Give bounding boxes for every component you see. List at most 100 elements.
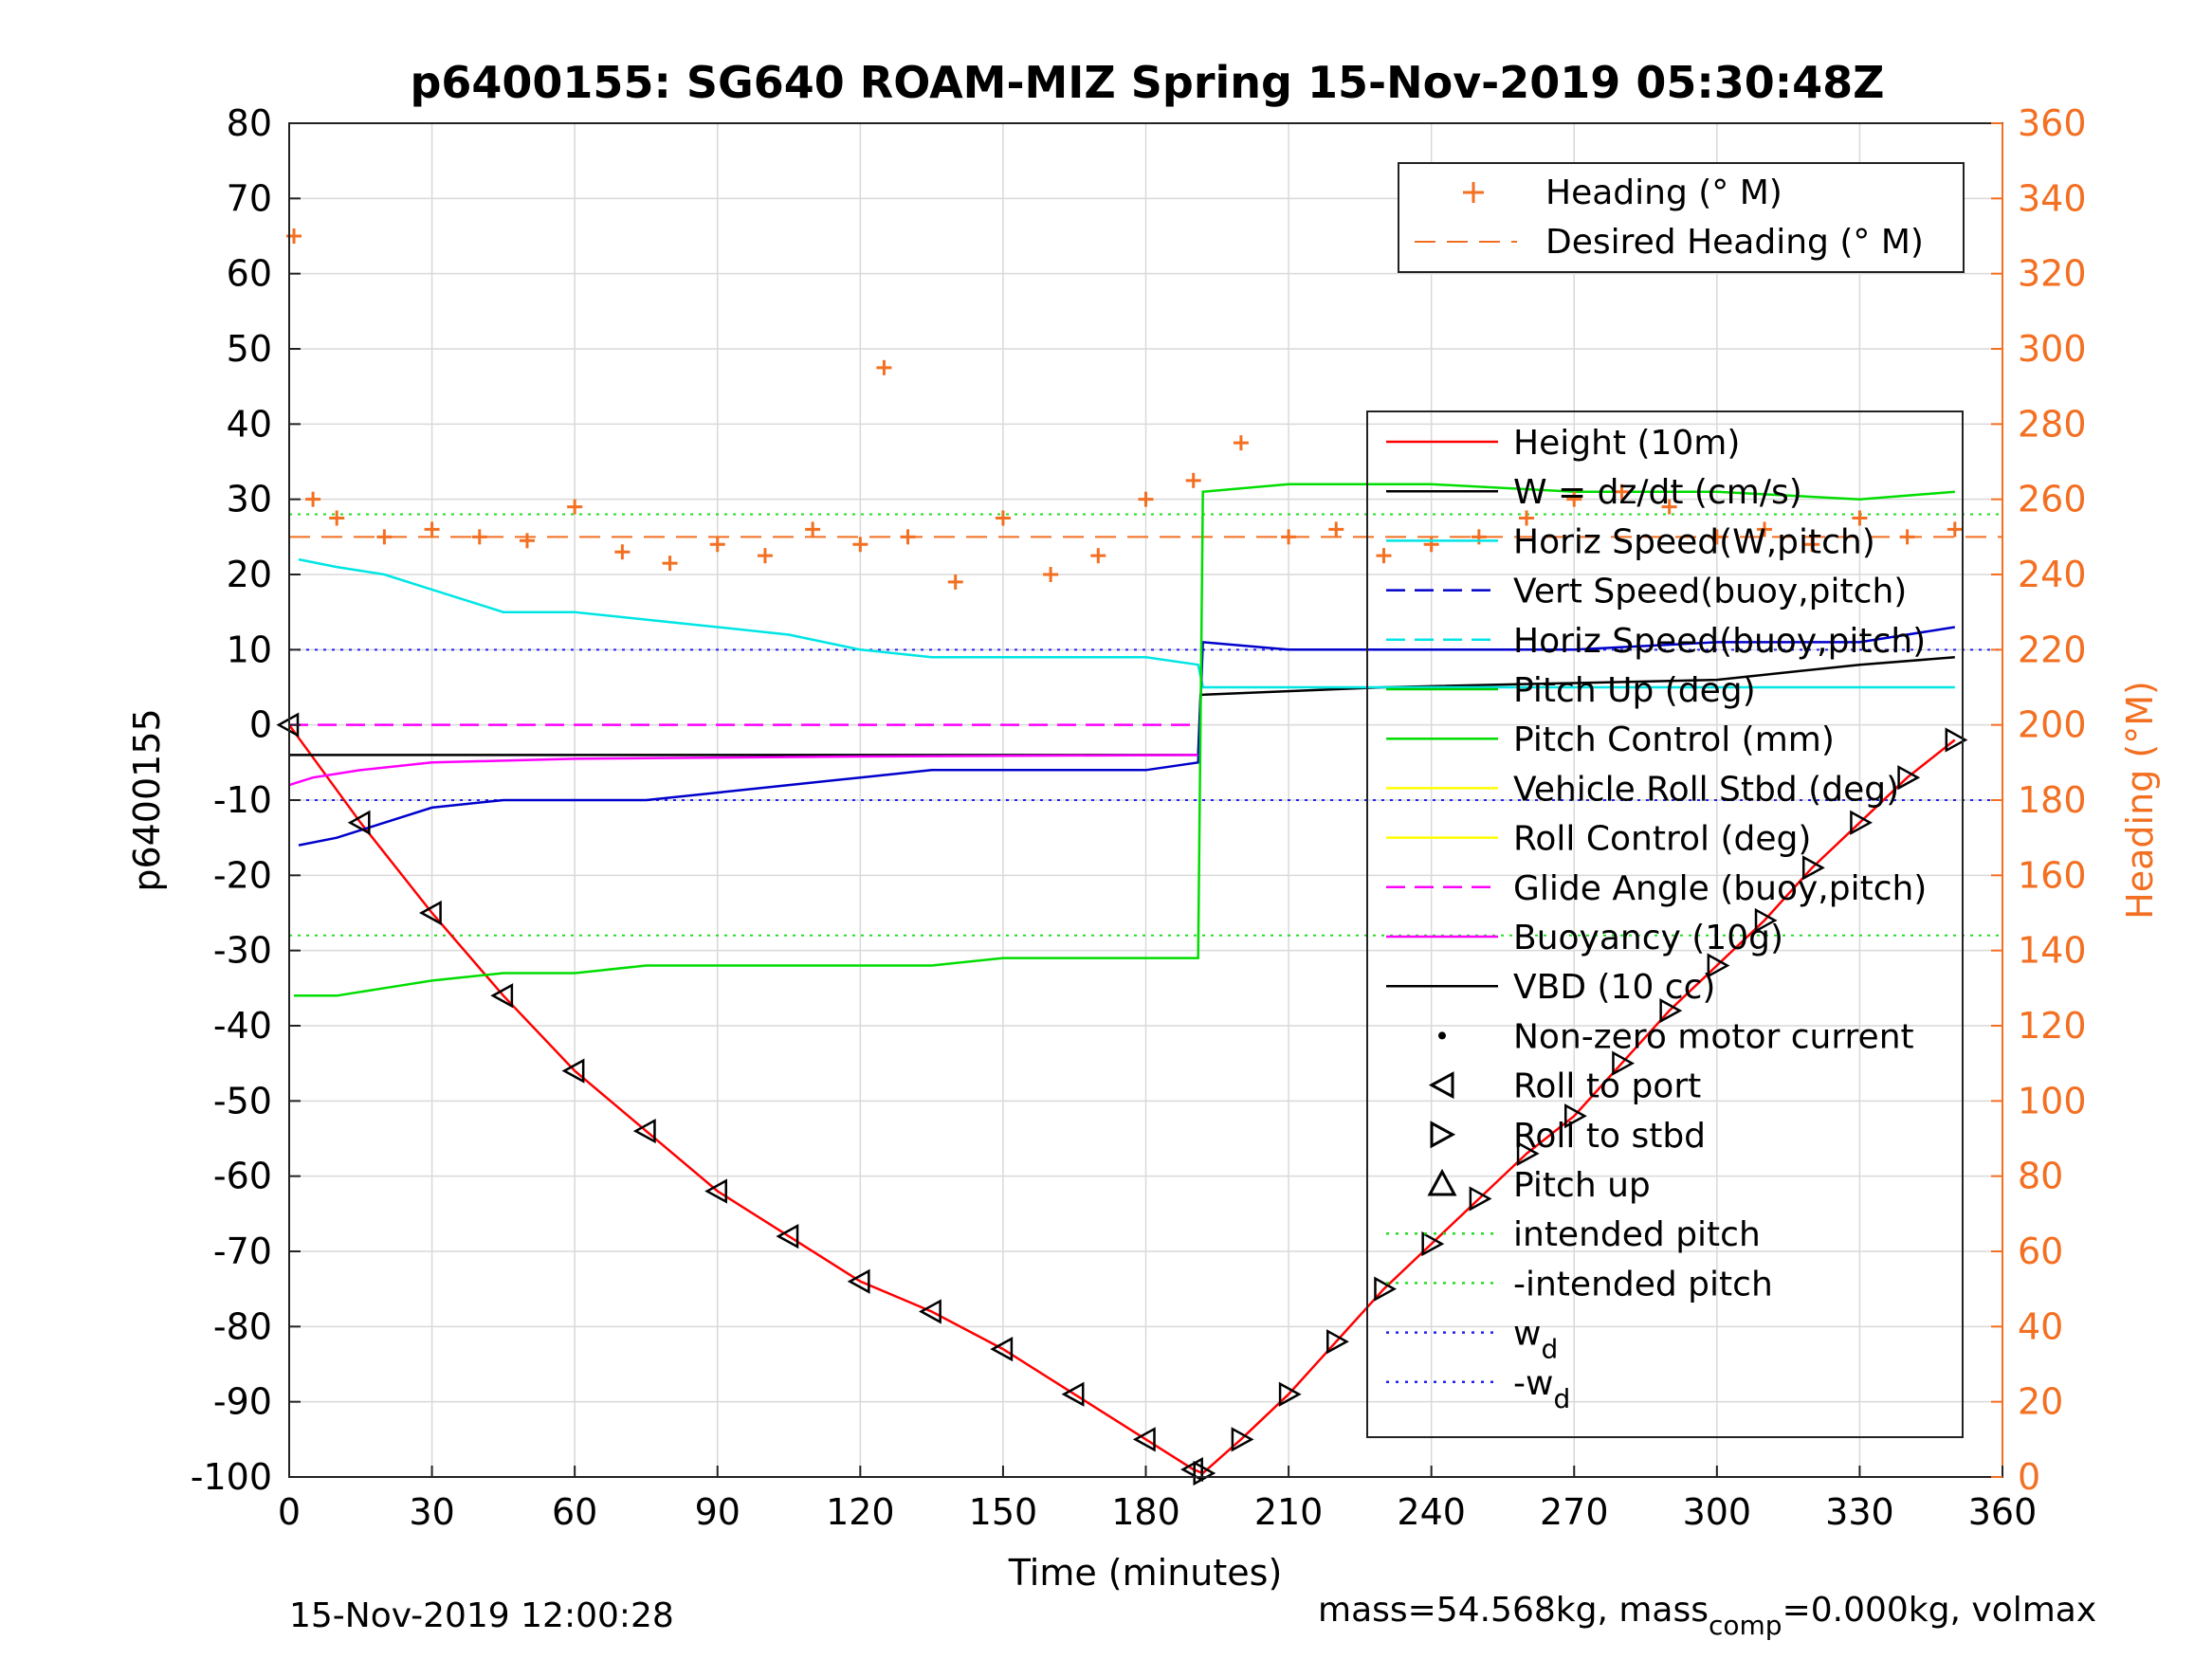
y2-tick-label: 0 [2018, 1456, 2040, 1498]
legend-main-label: Vert Speed(buoy,pitch) [1513, 573, 1907, 611]
legend-main-label: Glide Angle (buoy,pitch) [1513, 869, 1927, 908]
x-tick-label: 0 [278, 1491, 301, 1533]
legend-top-heading-swatch [1463, 182, 1484, 203]
legend-main-label: Horiz Speed(W,pitch) [1513, 522, 1875, 561]
legend-subscript: d [1553, 1383, 1570, 1414]
legend-main-label: -intended pitch [1513, 1265, 1773, 1304]
height-marker [1897, 765, 1921, 791]
y2-tick-label: 160 [2018, 854, 2087, 896]
heading-point [1471, 529, 1487, 545]
legend-swatch-pitchup [1427, 1168, 1457, 1196]
legend-main-label: Pitch Up (deg) [1513, 671, 1756, 710]
y2-tick-label: 220 [2018, 629, 2087, 670]
height-marker [847, 1268, 870, 1294]
legend-main-label: Pitch up [1513, 1166, 1651, 1205]
ticks-layer: 0 30 60 90 120 150 180 210 240 270 300 330 360807060… [191, 102, 2087, 1533]
legend-swatch-stbd [1430, 1121, 1456, 1149]
heading-point [567, 499, 583, 515]
height-marker [1659, 998, 1683, 1024]
legend-main-label: Buoyancy (10g) [1513, 919, 1783, 957]
footer-mass-sub: comp [1709, 1610, 1782, 1641]
height-marker [1564, 1103, 1587, 1129]
height-marker [1421, 1231, 1445, 1257]
x-tick-label: 90 [695, 1491, 740, 1533]
y2-tick-label: 360 [2018, 102, 2087, 144]
height-marker [1469, 1186, 1492, 1212]
height-marker [990, 1337, 1014, 1362]
height-marker [1061, 1381, 1085, 1407]
legend-main-box [1366, 410, 1964, 1438]
y2-axis-label: Heading (°M) [2119, 681, 2161, 920]
heading-point [471, 529, 487, 545]
heading-point [1757, 521, 1773, 538]
height-marker [1132, 1427, 1156, 1452]
x-tick-label: 330 [1825, 1491, 1894, 1533]
series-line-3 [298, 626, 1955, 847]
x-tick-label: 300 [1683, 1491, 1752, 1533]
height-marker [418, 900, 442, 926]
heading-point [1090, 548, 1106, 564]
heading-point [900, 529, 916, 545]
heading-point [1423, 537, 1439, 553]
legend-main-label: Vehicle Roll Stbd (deg) [1513, 770, 1899, 809]
height-marker [1193, 1460, 1216, 1486]
legend-top-label: Desired Heading (° M) [1545, 223, 1924, 262]
heading-point [1947, 521, 1963, 538]
height-marker [1945, 727, 1968, 753]
footer-mass-prefix: mass=54.568kg, mass [1318, 1591, 1709, 1630]
y-tick-label: -10 [213, 779, 272, 821]
heading-point [995, 510, 1011, 526]
x-tick-label: 30 [409, 1491, 454, 1533]
legend-main: Height (10m) W = dz/dt (cm/s) Horiz Speed(… [1366, 410, 1964, 1438]
heading-point [757, 548, 773, 564]
height-marker [347, 810, 371, 835]
heading-point [1376, 548, 1392, 564]
y-tick-label: 50 [227, 328, 272, 370]
x-tick-label: 240 [1397, 1491, 1466, 1533]
legend-swatch-dot [1438, 1031, 1446, 1040]
height-marker [561, 1058, 585, 1084]
heading-point [1661, 499, 1677, 515]
legend-main-label: VBD (10 cc) [1513, 968, 1715, 1007]
y-tick-label: -20 [213, 854, 272, 896]
y-tick-label: -50 [213, 1080, 272, 1121]
heading-point [1281, 529, 1297, 545]
y-tick-label: -90 [213, 1381, 272, 1423]
x-tick-label: 210 [1254, 1491, 1324, 1533]
legend-main-label: Roll Control (deg) [1513, 820, 1811, 859]
heading-point [1138, 491, 1154, 507]
legend-main-label: Non-zero motor current [1513, 1017, 1914, 1056]
y2-tick-label: 120 [2018, 1005, 2087, 1047]
y2-tick-label: 140 [2018, 930, 2087, 972]
y2-tick-label: 200 [2018, 704, 2087, 746]
y2-tick-label: 280 [2018, 403, 2087, 445]
legend-main-label: Horiz Speed(buoy,pitch) [1513, 622, 1926, 661]
heading-point [1185, 472, 1201, 488]
heading-point [1899, 529, 1915, 545]
height-marker [1516, 1140, 1540, 1166]
x-tick-label: 150 [969, 1491, 1038, 1533]
y-tick-label: 0 [249, 704, 272, 746]
height-marker [490, 983, 514, 1009]
heading-point [1566, 491, 1582, 507]
footer-mass-suffix: =0.000kg, volmax [1782, 1591, 2097, 1630]
legend-main-label: intended pitch [1513, 1215, 1761, 1254]
heading-point [1804, 537, 1820, 553]
y-tick-label: -70 [213, 1231, 272, 1272]
series-layer [276, 228, 2002, 1486]
y2-tick-label: 60 [2018, 1231, 2063, 1272]
heading-point [1519, 510, 1535, 526]
heading-point [1233, 435, 1249, 451]
legend-subscript: d [1541, 1334, 1558, 1365]
height-marker [1801, 855, 1825, 881]
heading-point [1043, 567, 1059, 582]
series-line-2 [298, 557, 1955, 689]
y-tick-label: -100 [191, 1456, 272, 1498]
x-tick-label: 120 [826, 1491, 895, 1533]
y-tick-label: 80 [227, 102, 272, 144]
y-tick-label: 60 [227, 253, 272, 295]
y-tick-label: 70 [227, 177, 272, 219]
footer-timestamp: 15-Nov-2019 12:00:28 [289, 1596, 674, 1635]
height-marker [1612, 1050, 1636, 1076]
